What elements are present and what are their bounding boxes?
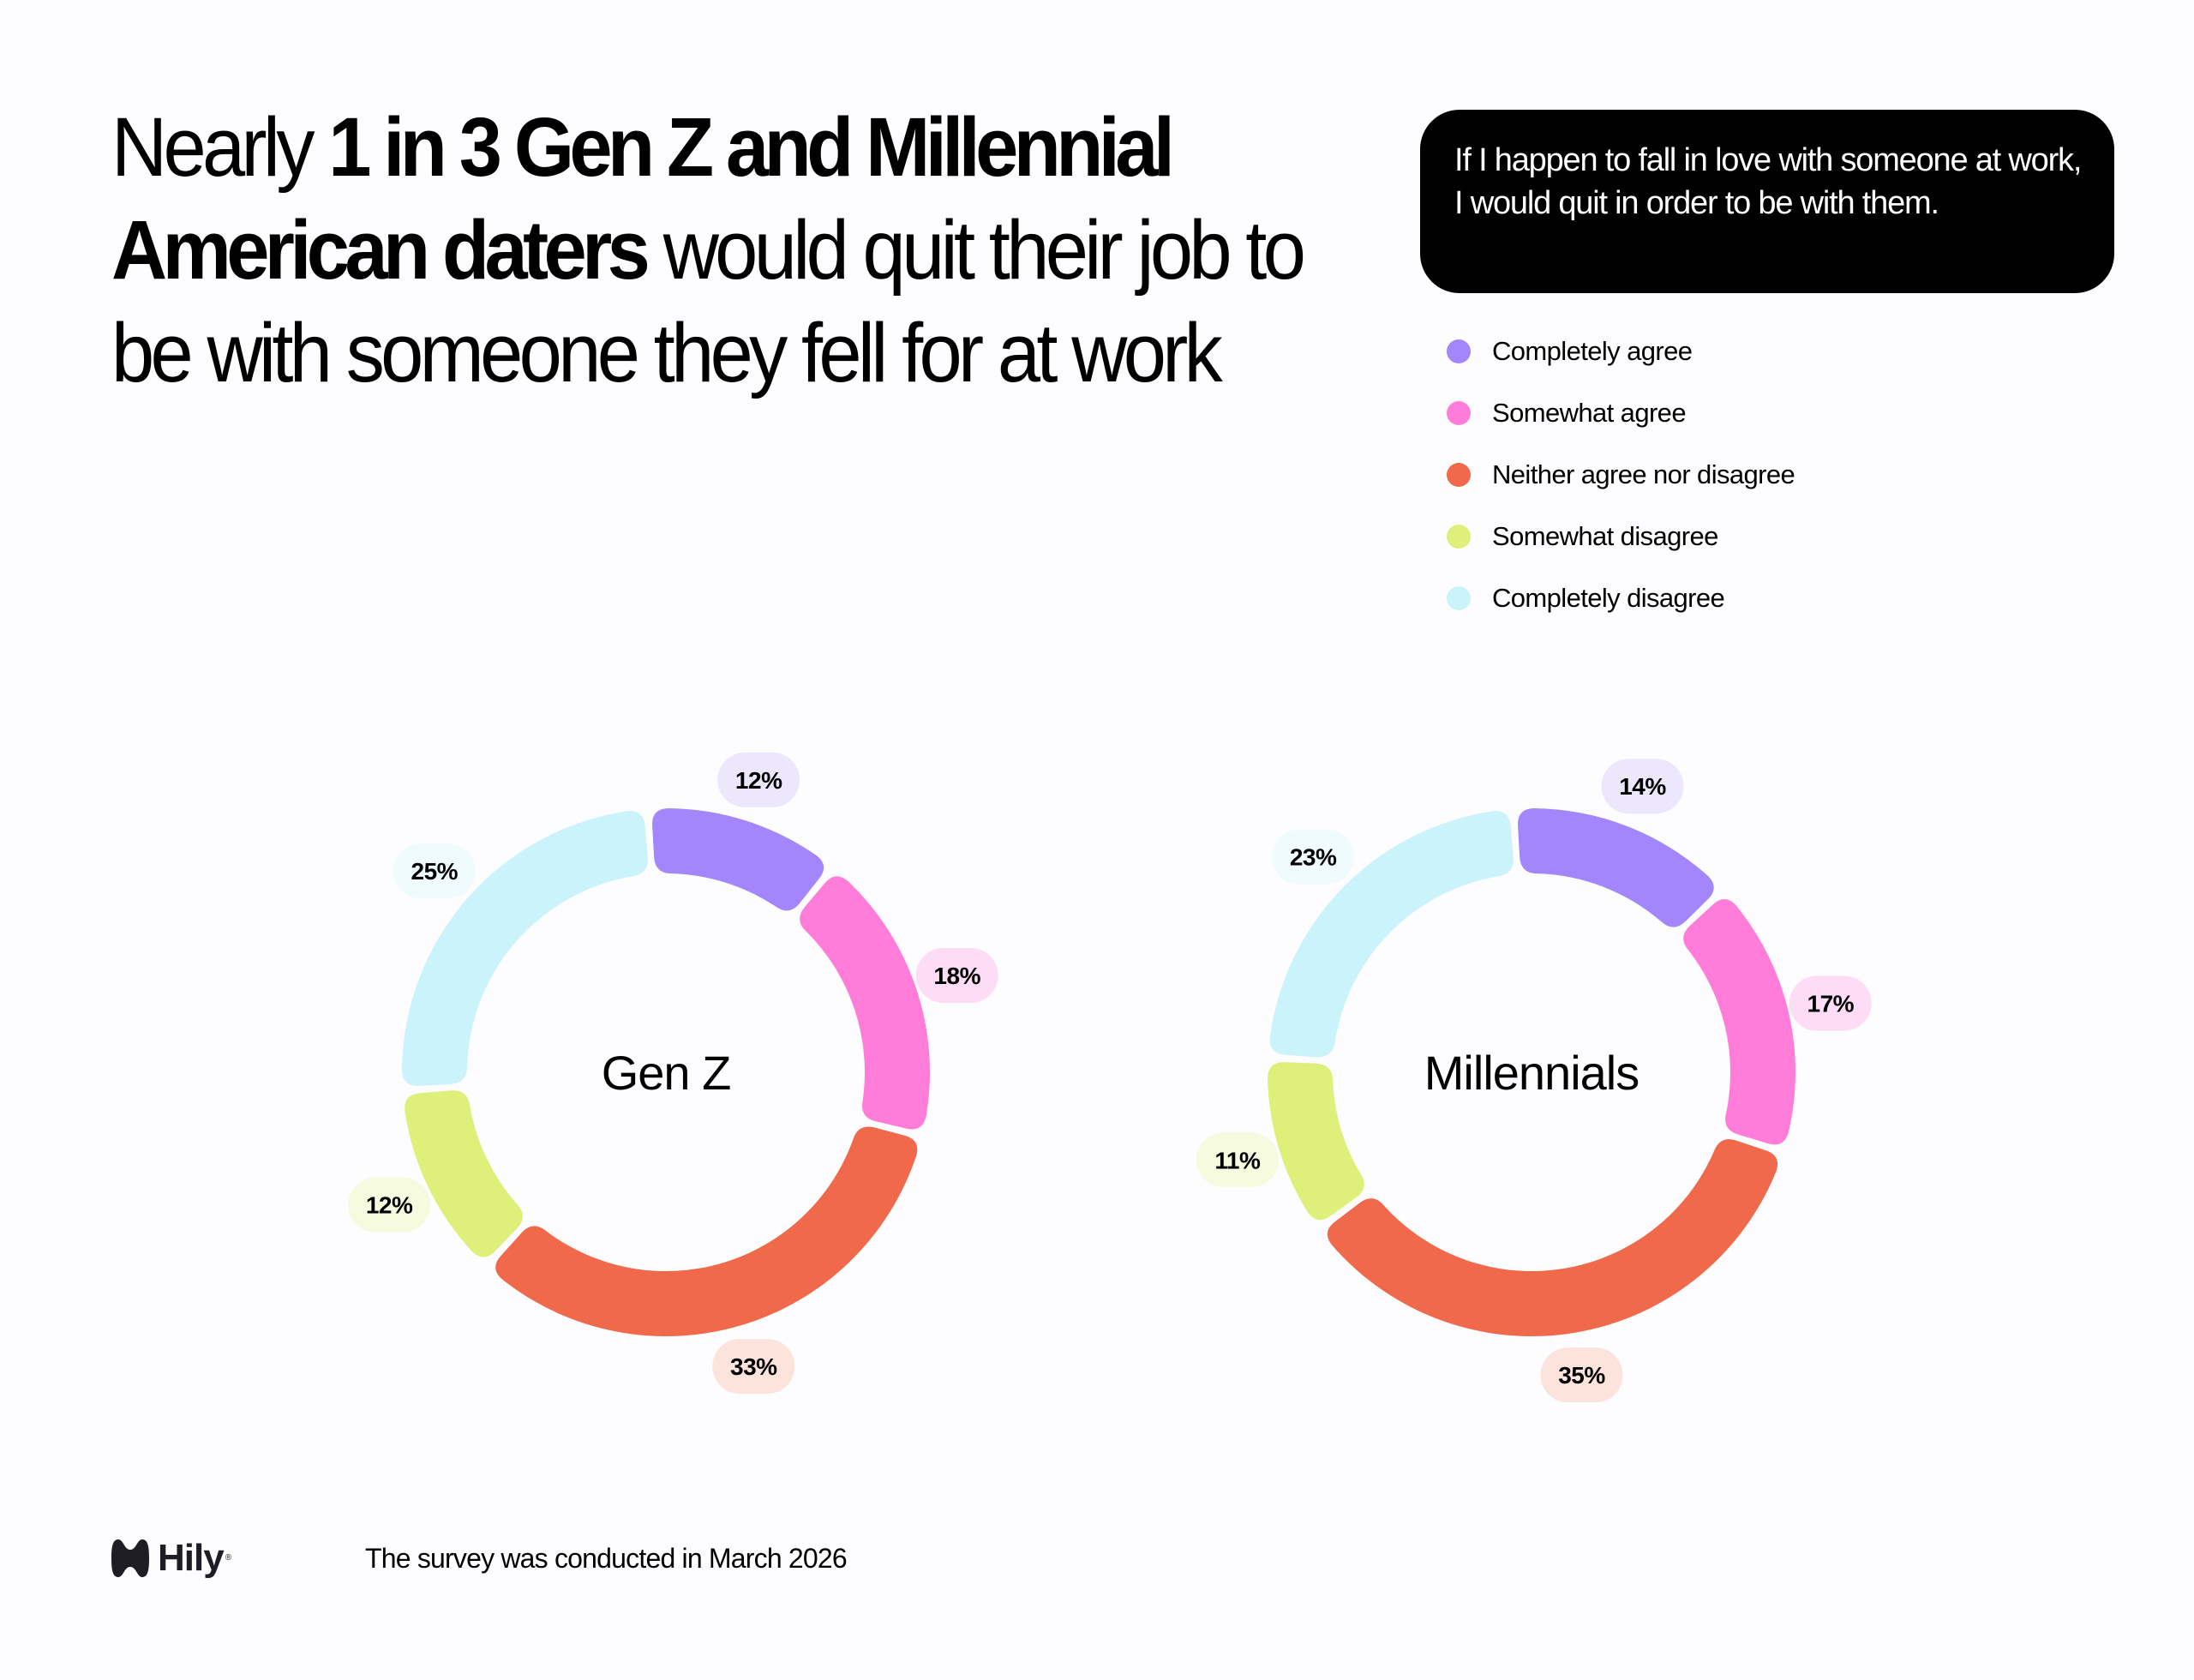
headline: Nearly 1 in 3 Gen Z and Millennial Ameri… bbox=[111, 96, 1307, 405]
legend-label: Neither agree nor disagree bbox=[1492, 459, 1795, 489]
donut-chart-millennials: 14% 17% 35% 11% 23% Millennials bbox=[1196, 759, 1872, 1403]
brand-name: Hily bbox=[158, 1537, 225, 1579]
data-label: 25% bbox=[411, 858, 459, 885]
data-label: 18% bbox=[933, 963, 980, 989]
data-label: 14% bbox=[1619, 773, 1666, 800]
donut-segment-somewhat-disagree bbox=[1268, 1062, 1364, 1221]
donut-segment-somewhat-disagree bbox=[405, 1090, 523, 1257]
donut-segment-completely-agree bbox=[1518, 808, 1714, 927]
donut-segment-neither-agree-nor-disagree bbox=[495, 1126, 918, 1337]
legend-item: Somewhat disagree bbox=[1447, 518, 1795, 579]
data-label-pill bbox=[1601, 759, 1684, 814]
data-label: 33% bbox=[730, 1353, 777, 1380]
data-label: 23% bbox=[1290, 844, 1337, 871]
legend-dot-icon bbox=[1447, 586, 1471, 610]
legend-dot-icon bbox=[1447, 401, 1471, 425]
legend-label: Somewhat disagree bbox=[1492, 521, 1718, 551]
legend-item: Somewhat agree bbox=[1447, 394, 1795, 456]
data-label-pill bbox=[717, 752, 800, 807]
data-label: 12% bbox=[366, 1192, 413, 1219]
data-label-pill bbox=[1540, 1347, 1623, 1403]
donut-segment-somewhat-agree bbox=[1683, 899, 1795, 1145]
hily-logo-icon bbox=[111, 1539, 149, 1577]
data-label: 12% bbox=[735, 767, 782, 794]
donut-segment-completely-agree bbox=[652, 808, 824, 911]
donut-segment-somewhat-agree bbox=[800, 876, 931, 1130]
donut-center-title: Gen Z bbox=[602, 1046, 731, 1100]
data-label: 35% bbox=[1558, 1362, 1605, 1389]
legend-dot-icon bbox=[1447, 339, 1471, 363]
hily-logo: Hily ® bbox=[110, 1536, 231, 1581]
legend-item: Completely agree bbox=[1447, 333, 1795, 394]
legend-item: Neither agree nor disagree bbox=[1447, 456, 1795, 518]
headline-prefix: Nearly bbox=[111, 100, 329, 194]
data-label: 17% bbox=[1807, 991, 1855, 1017]
data-label-pill bbox=[915, 948, 998, 1003]
survey-footnote: The survey was conducted in March 2026 bbox=[365, 1543, 848, 1574]
legend-label: Completely agree bbox=[1492, 336, 1693, 366]
headline-emphasis: 1 in 3 Gen Z and Millennial American dat… bbox=[111, 100, 1175, 297]
legend-label: Somewhat agree bbox=[1492, 398, 1687, 428]
donut-segment-neither-agree-nor-disagree bbox=[1327, 1139, 1778, 1336]
data-label-pill bbox=[1789, 975, 1872, 1031]
chart-legend: Completely agree Somewhat agree Neither … bbox=[1447, 333, 1795, 641]
data-label-pill bbox=[1196, 1132, 1279, 1188]
data-label-pill bbox=[348, 1177, 431, 1233]
data-label-pill bbox=[393, 843, 476, 899]
registered-mark: ® bbox=[225, 1553, 232, 1563]
donut-chart-gen-z: 12% 18% 33% 12% 25% Gen Z bbox=[348, 752, 998, 1395]
data-label-pill bbox=[1272, 829, 1355, 885]
survey-question-box: If I happen to fall in love with someone… bbox=[1420, 110, 2114, 293]
donut-center-title: Millennials bbox=[1424, 1046, 1639, 1100]
legend-dot-icon bbox=[1447, 525, 1471, 549]
data-label: 11% bbox=[1214, 1147, 1261, 1173]
legend-dot-icon bbox=[1447, 463, 1471, 487]
data-label-pill bbox=[712, 1339, 795, 1395]
legend-label: Completely disagree bbox=[1492, 583, 1725, 613]
legend-item: Completely disagree bbox=[1447, 579, 1795, 641]
headline-suffix: would quit their job to be with someone … bbox=[111, 203, 1306, 399]
donut-segment-completely-disagree bbox=[1269, 811, 1514, 1058]
donut-segment-completely-disagree bbox=[402, 811, 648, 1086]
survey-question: If I happen to fall in love with someone… bbox=[1454, 142, 2082, 221]
